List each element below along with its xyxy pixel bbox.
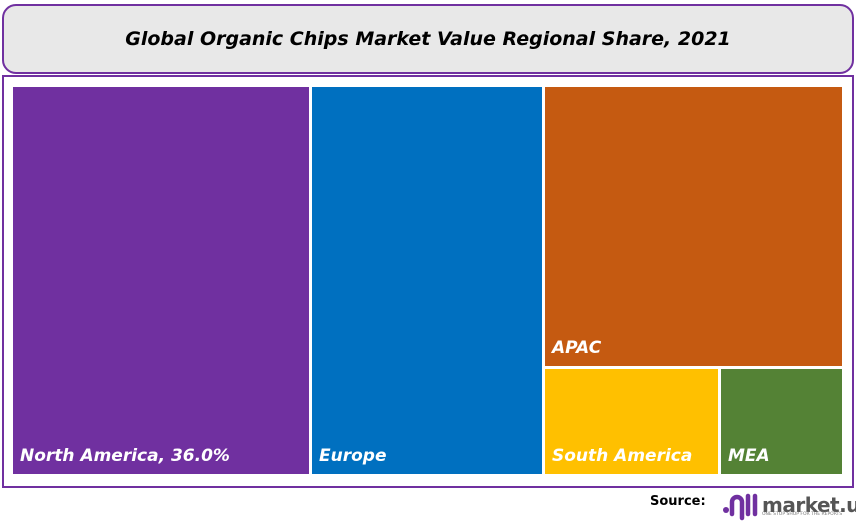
cell-label: APAC (552, 338, 602, 358)
cell-label: Europe (319, 446, 387, 466)
chart-title: Global Organic Chips Market Value Region… (125, 28, 731, 50)
cell-label: South America (552, 446, 693, 466)
source-label: Source: (650, 494, 706, 509)
logo-mark-icon (723, 493, 758, 521)
treemap-cell-europe: Europe (312, 87, 542, 474)
logo-tagline: ONE STOP SHOP FOR THE REPORTS (762, 512, 843, 517)
cell-label: North America, 36.0% (20, 446, 230, 466)
chart-title-box: Global Organic Chips Market Value Region… (2, 4, 854, 74)
treemap-cell-apac: APAC (545, 87, 842, 366)
cell-label: MEA (728, 446, 770, 466)
treemap-cell-south-america: South America (545, 369, 718, 474)
logo-wordmark: market.us (762, 493, 856, 517)
market-us-logo: market.us ONE STOP SHOP FOR THE REPORTS (722, 488, 856, 522)
treemap-frame: North America, 36.0% Europe APAC South A… (2, 75, 854, 488)
treemap-cell-mea: MEA (721, 369, 842, 474)
treemap-cell-north-america: North America, 36.0% (13, 87, 309, 474)
